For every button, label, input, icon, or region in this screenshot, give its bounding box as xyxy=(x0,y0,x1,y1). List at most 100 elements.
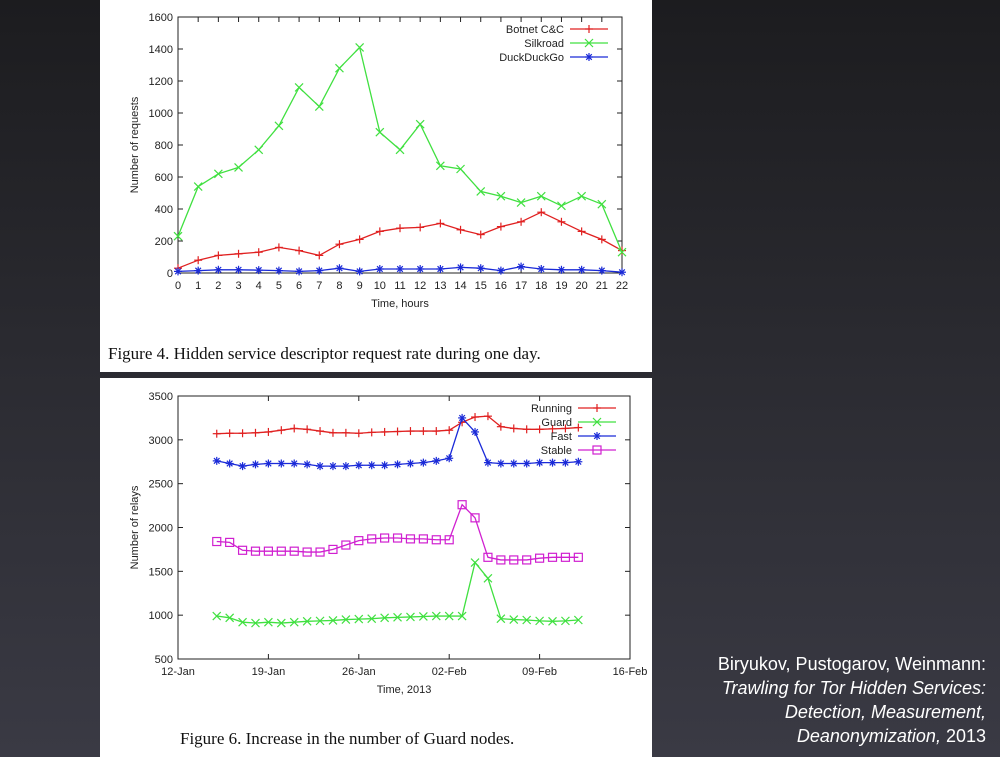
fig6-series-3-point xyxy=(470,513,480,523)
fig6-series-0-point xyxy=(445,426,454,435)
fig4-ytick-label: 1600 xyxy=(149,12,173,24)
fig6-series-2-point xyxy=(354,461,363,470)
fig6-ytick-label: 1500 xyxy=(149,566,173,578)
fig6-series-0-point xyxy=(535,425,544,434)
citation-authors: Biryukov, Pustogarov, Weinmann: xyxy=(717,654,986,674)
fig4-xtick-label: 16 xyxy=(495,280,507,292)
fig6-series-0-point xyxy=(264,427,273,436)
fig6-series-2-point xyxy=(574,457,583,466)
fig4-series-0-point xyxy=(214,251,223,260)
fig4-series-2-point xyxy=(194,266,203,275)
fig4-xtick-label: 0 xyxy=(175,280,181,292)
fig6-legend-marker-3 xyxy=(592,445,602,455)
fig6-series-2-point xyxy=(212,456,221,465)
fig6-series-0-point xyxy=(483,412,492,421)
fig6-legend-marker-0 xyxy=(593,404,601,412)
fig6-series-1-point xyxy=(406,612,415,622)
fig4-series-0-point xyxy=(416,223,425,232)
fig4-series-0-point xyxy=(597,235,606,244)
fig4-xtick-label: 7 xyxy=(316,280,322,292)
fig6-series-0-point xyxy=(367,428,376,437)
fig6-series-1-point xyxy=(573,615,583,625)
fig4-series-2-point xyxy=(274,266,283,275)
fig4-series-1-point xyxy=(456,164,465,174)
fig6-ytick-label: 3500 xyxy=(149,391,173,403)
fig6-series-3-point xyxy=(431,535,441,545)
fig4-series-0-point xyxy=(456,225,465,234)
fig6-series-0-point xyxy=(561,424,570,433)
fig6-series-0-point xyxy=(419,427,428,436)
fig6-ylabel: Number of relays xyxy=(129,485,141,569)
fig6-series-0-point xyxy=(277,426,286,435)
fig4-series-1-point xyxy=(516,198,526,208)
fig6-series-2-point xyxy=(225,459,234,468)
fig4-series-2-point xyxy=(557,265,566,274)
fig6-series-line-2 xyxy=(216,416,579,467)
fig6-series-3-point xyxy=(367,534,377,544)
fig6-series-3-point xyxy=(573,552,583,562)
fig6-series-1-point xyxy=(328,616,338,625)
fig4-ytick-label: 800 xyxy=(155,140,173,152)
fig4-series-0-point xyxy=(476,230,485,239)
fig6-series-1-point xyxy=(276,618,286,628)
fig6-series-3-point xyxy=(250,546,261,556)
fig6-series-line-1 xyxy=(216,561,579,624)
fig4-series-0-point xyxy=(274,243,283,252)
fig4-ytick-label: 0 xyxy=(167,268,173,280)
fig4-series-0-point xyxy=(295,246,304,255)
fig6-series-0-point xyxy=(303,425,312,434)
fig6-ytick-label: 1000 xyxy=(149,610,173,622)
fig6-series-1-point xyxy=(367,614,377,624)
fig4-series-1-point xyxy=(577,191,587,201)
fig4-xtick-label: 21 xyxy=(596,280,608,292)
fig6-series-0-point xyxy=(354,429,363,438)
fig6-series-1-point xyxy=(418,612,428,621)
fig4-series-1-point xyxy=(557,201,566,211)
fig4-ytick-label: 200 xyxy=(155,236,173,248)
fig4-series-2-point xyxy=(254,266,263,275)
fig4-legend-label-2: DuckDuckGo xyxy=(499,52,564,64)
fig6-series-3-point xyxy=(328,544,338,555)
fig6-series-3-point xyxy=(509,555,519,565)
fig4-xtick-label: 9 xyxy=(357,280,363,292)
citation-year: 2013 xyxy=(940,726,986,746)
fig4-legend-marker-0 xyxy=(585,25,593,33)
fig6-series-2-point xyxy=(406,459,415,468)
fig4-series-2-point xyxy=(315,266,324,275)
fig6-series-1-point xyxy=(315,616,325,626)
fig6-series-0-point xyxy=(328,428,337,437)
fig4-xtick-label: 22 xyxy=(616,280,628,292)
fig4-series-1-point xyxy=(415,119,425,129)
fig4-ytick-label: 1400 xyxy=(149,44,173,56)
fig4-series-0-point xyxy=(335,240,344,249)
fig6-series-0-point xyxy=(251,428,260,437)
fig6-series-2-point xyxy=(264,459,273,468)
fig4-xtick-label: 10 xyxy=(374,280,386,292)
fig4-series-1-point xyxy=(496,191,506,201)
fig6-series-3-point xyxy=(535,553,545,563)
fig4-xtick-label: 15 xyxy=(475,280,487,292)
fig6-series-0-point xyxy=(496,422,505,431)
fig4-series-0-point xyxy=(375,227,384,236)
fig6-series-0-point xyxy=(316,427,325,436)
fig6-series-2-point xyxy=(535,458,544,467)
fig6-series-1-point xyxy=(302,616,312,626)
fig6-series-0-point xyxy=(548,424,557,433)
fig6-series-3-point xyxy=(212,536,222,547)
fig6-xtick-label: 09-Feb xyxy=(522,666,557,678)
fig6-xtick-label: 19-Jan xyxy=(252,666,286,678)
fig6-series-3-point xyxy=(276,546,286,556)
fig4-series-1-point xyxy=(375,127,385,137)
fig4-xtick-label: 3 xyxy=(235,280,241,292)
fig4-ytick-label: 600 xyxy=(155,172,173,184)
fig4-xtick-label: 4 xyxy=(256,280,262,292)
citation-title-line2: Detection, Measurement, xyxy=(784,702,986,722)
fig6-series-0-point xyxy=(290,424,299,433)
fig6-series-1-point xyxy=(289,617,299,627)
fig4-series-0-point xyxy=(234,249,243,258)
fig6-series-0-point xyxy=(238,429,247,438)
fig6-series-2-point xyxy=(367,461,376,470)
fig4-series-2-point xyxy=(214,265,223,274)
fig6-series-1-point xyxy=(457,611,467,621)
fig4-series-2-point xyxy=(416,265,425,273)
